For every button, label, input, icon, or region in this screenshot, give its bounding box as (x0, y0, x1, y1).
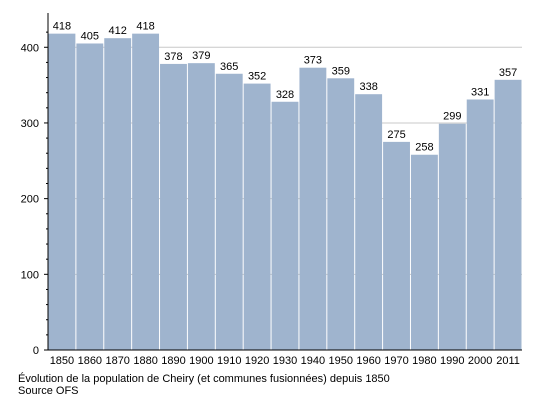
y-tick-label: 0 (33, 345, 39, 357)
x-tick-label-1960: 1960 (356, 355, 380, 367)
data-label-1960: 338 (359, 81, 377, 93)
x-tick-label-1930: 1930 (273, 355, 297, 367)
bar-1870 (104, 38, 132, 350)
bar-1880 (132, 33, 160, 351)
data-label-2000: 331 (471, 86, 489, 98)
x-tick-label-1920: 1920 (245, 355, 269, 367)
labels: 0 100 200 300 400 418 1850 405 1860 412 1870 418 188… (21, 21, 520, 367)
bar-2000 (466, 99, 494, 350)
x-tick-label-1880: 1880 (133, 355, 157, 367)
bar-1900 (187, 63, 215, 351)
bar-1940 (299, 67, 327, 350)
bar-1930 (271, 101, 299, 350)
data-label-1910: 365 (220, 61, 238, 73)
x-tick-label-1850: 1850 (50, 355, 74, 367)
bar-1970 (383, 141, 410, 350)
x-tick-label-2011: 2011 (496, 355, 520, 367)
bar-1980 (410, 154, 438, 350)
x-tick-label-1860: 1860 (78, 355, 102, 367)
x-tick-label-1910: 1910 (217, 355, 241, 367)
x-tick-label-1900: 1900 (189, 355, 213, 367)
x-tick-label-1950: 1950 (329, 355, 353, 367)
data-label-1860: 405 (81, 30, 99, 42)
chart-caption-source: Source OFS (18, 385, 79, 397)
x-tick-label-1890: 1890 (161, 355, 185, 367)
x-tick-label-1870: 1870 (105, 355, 129, 367)
y-tick-label: 400 (21, 42, 39, 54)
data-label-1980: 258 (415, 142, 433, 154)
bar-1920 (243, 83, 271, 350)
x-tick-label-1970: 1970 (384, 355, 408, 367)
population-bar-chart: 0 100 200 300 400 418 1850 405 1860 412 1870 418 188… (21, 13, 522, 367)
data-label-1900: 379 (192, 50, 210, 62)
axes (44, 13, 522, 351)
x-tick-label-1990: 1990 (440, 355, 464, 367)
bar-1850 (48, 33, 76, 351)
y-tick-label: 200 (21, 194, 39, 206)
data-label-1870: 412 (109, 25, 127, 37)
data-label-1890: 378 (164, 51, 182, 63)
bar-1860 (76, 43, 104, 350)
data-label-1970: 275 (387, 129, 405, 141)
x-tick-label-1980: 1980 (412, 355, 436, 367)
data-label-1950: 359 (332, 65, 350, 77)
bar-1950 (327, 78, 355, 350)
y-tick-label: 100 (21, 269, 39, 281)
data-label-1920: 352 (248, 71, 266, 83)
data-label-2011: 357 (499, 67, 517, 79)
bar-1910 (215, 73, 243, 351)
bar-1960 (355, 94, 383, 350)
data-label-1930: 328 (276, 89, 294, 101)
x-tick-label-1940: 1940 (301, 355, 325, 367)
data-label-1880: 418 (136, 21, 154, 33)
bar-1890 (160, 63, 187, 350)
bar-2011 (494, 79, 522, 350)
bars (48, 33, 522, 351)
data-label-1940: 373 (304, 55, 322, 67)
y-tick-label: 300 (21, 118, 39, 130)
x-tick-label-2000: 2000 (468, 355, 492, 367)
chart-caption-title: Évolution de la population de Cheiry (et… (18, 373, 390, 385)
bar-1990 (438, 123, 466, 350)
data-label-1850: 418 (53, 21, 71, 33)
data-label-1990: 299 (443, 111, 461, 123)
